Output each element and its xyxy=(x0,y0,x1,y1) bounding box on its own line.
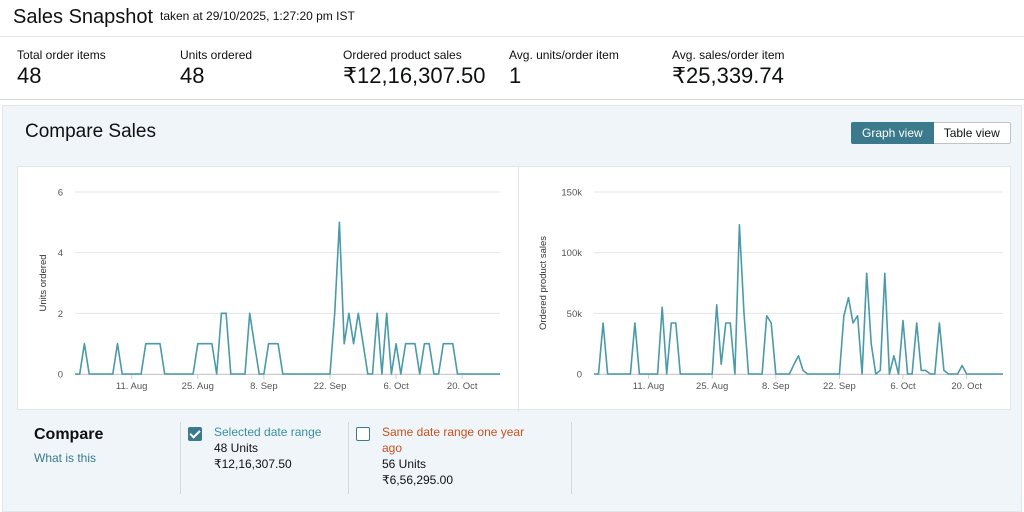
legend-divider xyxy=(348,422,349,494)
view-toggle: Graph view Table view xyxy=(851,122,1011,144)
same-range-last-year-units: 56 Units xyxy=(382,457,427,471)
y-tick-label: 0 xyxy=(58,370,63,381)
compare-sales-title: Compare Sales xyxy=(25,121,156,142)
y-tick-label: 50k xyxy=(567,309,583,320)
x-tick-label: 22. Sep xyxy=(823,381,856,392)
y-tick-label: 150k xyxy=(561,188,582,199)
metric-label: Avg. units/order item xyxy=(509,48,619,62)
same-range-last-year-option[interactable]: Same date range one year ago 56 Units ₹6… xyxy=(356,424,556,496)
same-range-last-year-label: Same date range one year xyxy=(382,425,525,439)
units-ordered-chart: 0 2 4 6 11. Aug 25. Aug 8. Sep 22. Sep 6. Oct 20.… xyxy=(38,188,500,392)
x-tick-label: 6. Oct xyxy=(890,381,916,392)
metric-value: 48 xyxy=(17,63,42,88)
y-tick-label: 0 xyxy=(577,370,582,381)
compare-heading: Compare xyxy=(34,426,104,443)
metrics-bar: Total order items 48 Units ordered 48 Or… xyxy=(0,38,1024,100)
ordered-product-sales-chart: 0 50k 100k 150k 11. Aug 25. Aug 8. Sep 22. Sep 6… xyxy=(538,188,1003,392)
x-tick-label: 11. Aug xyxy=(633,381,665,392)
metric-label: Avg. sales/order item xyxy=(672,48,785,62)
metric-value: ₹25,339.74 xyxy=(672,63,784,88)
y-tick-label: 2 xyxy=(58,309,63,320)
metric-avg-units-per-order-item: Avg. units/order item 1 xyxy=(509,48,619,89)
x-tick-label: 22. Sep xyxy=(314,381,347,392)
same-range-last-year-label-cont: ago xyxy=(382,441,403,455)
x-tick-label: 11. Aug xyxy=(116,381,148,392)
y-tick-label: 4 xyxy=(58,248,63,259)
y-tick-label: 6 xyxy=(58,188,63,199)
same-range-last-year-checkbox[interactable] xyxy=(356,427,370,441)
metric-value: 1 xyxy=(509,63,522,88)
selected-date-range-label: Selected date range xyxy=(214,425,322,439)
metric-total-order-items: Total order items 48 xyxy=(17,48,106,89)
series-line xyxy=(594,223,1003,375)
page-title: Sales Snapshot xyxy=(13,6,154,28)
y-axis-label: Ordered product sales xyxy=(538,236,549,330)
legend-divider xyxy=(180,422,181,494)
same-range-last-year-sales: ₹6,56,295.00 xyxy=(382,473,454,487)
x-tick-label: 8. Sep xyxy=(762,381,789,392)
table-view-button[interactable]: Table view xyxy=(933,122,1011,144)
selected-date-range-checkbox[interactable] xyxy=(188,427,202,441)
graph-view-button[interactable]: Graph view xyxy=(851,122,934,144)
selected-date-range-units: 48 Units xyxy=(214,441,259,455)
series-line xyxy=(75,221,500,375)
x-tick-label: 6. Oct xyxy=(383,381,409,392)
selected-date-range-option[interactable]: Selected date range 48 Units ₹12,16,307.… xyxy=(188,424,348,484)
x-tick-label: 25. Aug xyxy=(696,381,728,392)
compare-legend: Compare What is this Selected date range… xyxy=(17,418,1011,498)
chart-divider xyxy=(518,167,519,411)
metric-label: Units ordered xyxy=(180,48,253,62)
y-tick-label: 100k xyxy=(561,248,582,259)
sales-snapshot-header: Sales Snapshot taken at 29/10/2025, 1:27… xyxy=(0,0,1024,37)
selected-date-range-sales: ₹12,16,307.50 xyxy=(214,457,292,471)
what-is-this-link[interactable]: What is this xyxy=(34,451,97,465)
snapshot-timestamp: taken at 29/10/2025, 1:27:20 pm IST xyxy=(160,9,355,23)
metric-label: Ordered product sales xyxy=(343,48,462,62)
metric-units-ordered: Units ordered 48 xyxy=(180,48,252,89)
y-axis-label: Units ordered xyxy=(38,254,49,311)
charts-container: 0 2 4 6 11. Aug 25. Aug 8. Sep 22. Sep 6. Oct 20.… xyxy=(17,166,1011,411)
x-tick-label: 20. Oct xyxy=(951,381,982,392)
metric-ordered-product-sales: Ordered product sales ₹12,16,307.50 xyxy=(343,48,485,89)
x-tick-label: 8. Sep xyxy=(250,381,277,392)
metric-avg-sales-per-order-item: Avg. sales/order item ₹25,339.74 xyxy=(672,48,785,89)
x-tick-label: 25. Aug xyxy=(182,381,214,392)
metric-value: ₹12,16,307.50 xyxy=(343,63,486,88)
x-tick-label: 20. Oct xyxy=(447,381,478,392)
metric-label: Total order items xyxy=(17,48,106,62)
metric-value: 48 xyxy=(180,63,205,88)
legend-divider xyxy=(571,422,572,494)
